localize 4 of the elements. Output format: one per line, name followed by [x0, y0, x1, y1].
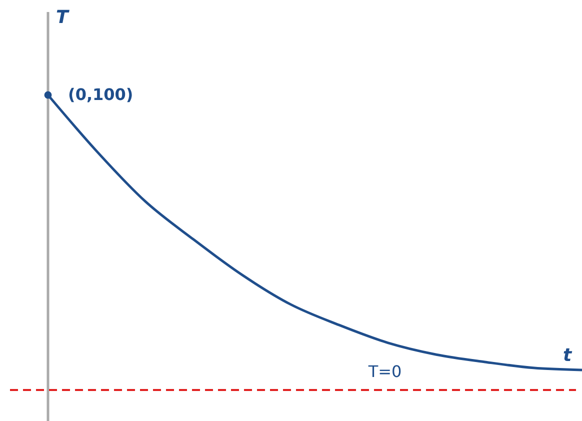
- x-axis-title: t: [563, 345, 573, 366]
- y-axis-title: T: [56, 7, 70, 28]
- ref-line-label: T=0: [367, 362, 402, 381]
- annotation: (0,100): [68, 85, 134, 104]
